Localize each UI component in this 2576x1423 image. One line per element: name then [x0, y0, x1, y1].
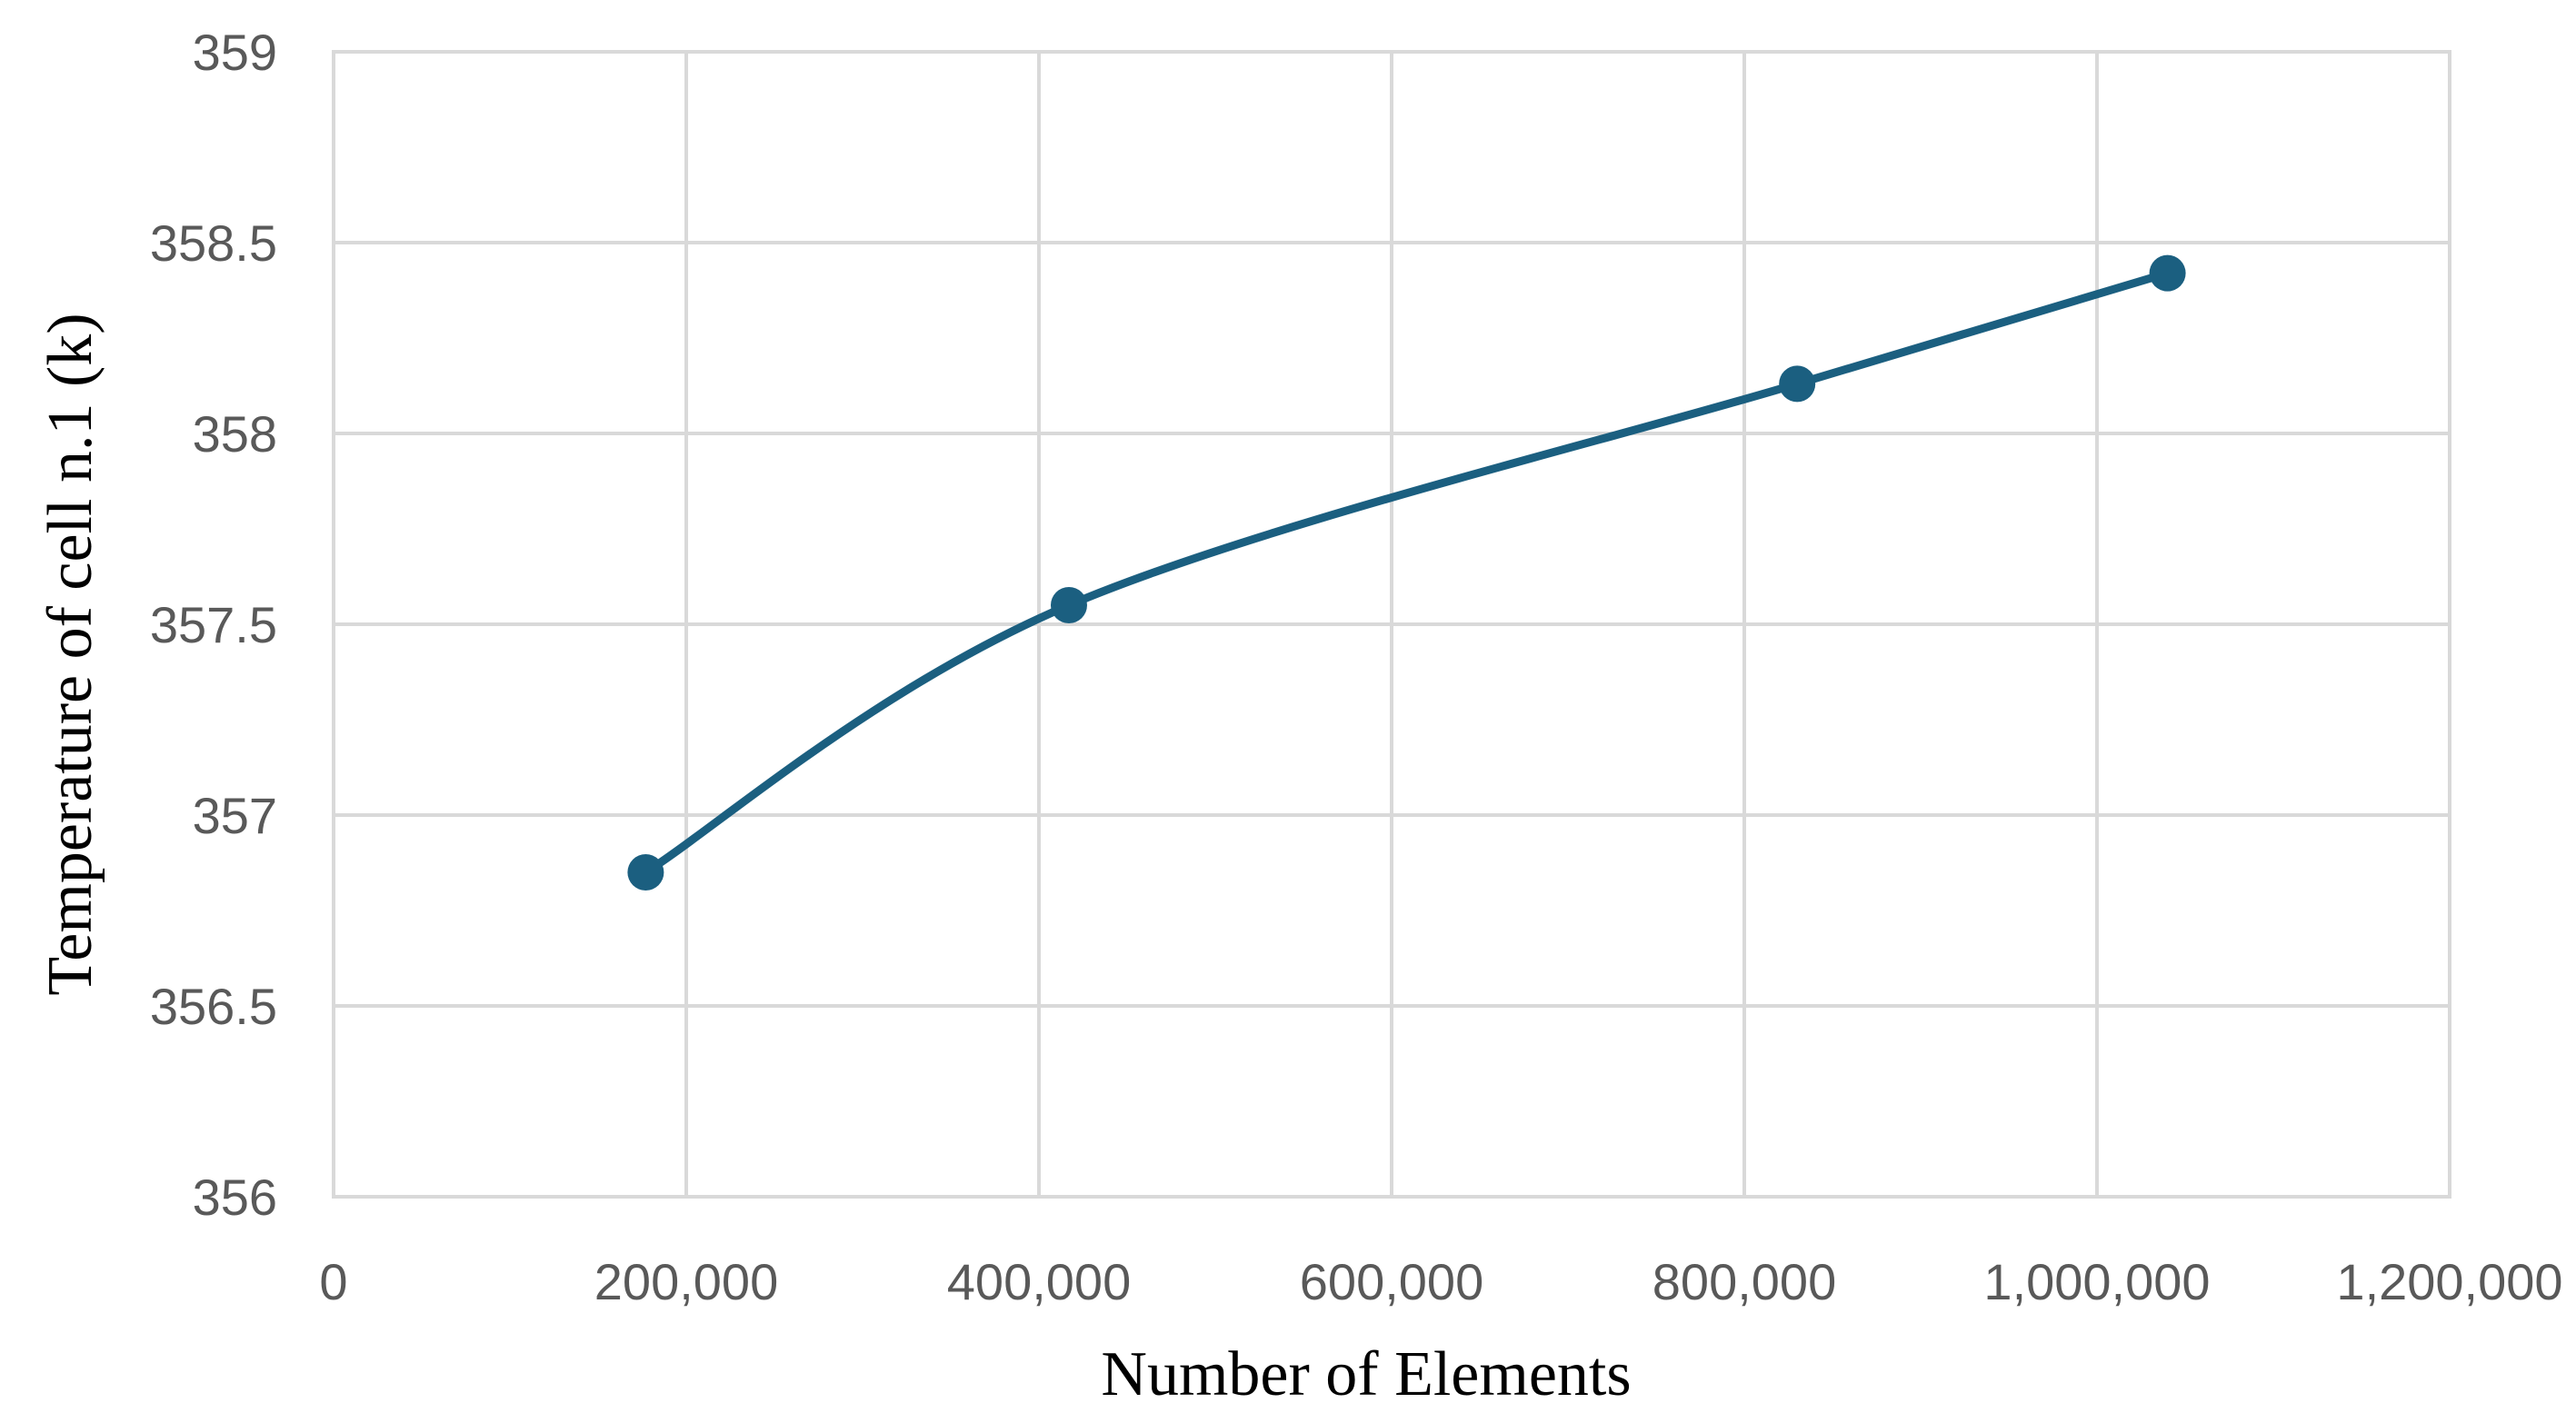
x-tick-label: 200,000 — [594, 1253, 778, 1310]
gridlines — [332, 50, 2451, 1199]
x-tick-label: 400,000 — [947, 1253, 1131, 1310]
y-tick-label: 358 — [193, 405, 277, 463]
series-line-0 — [641, 269, 2172, 877]
x-tick-label: 1,200,000 — [2336, 1253, 2562, 1310]
y-tick-label: 358.5 — [150, 214, 277, 272]
x-axis-tick-labels: 0 200,000 400,000 600,000 800,000 1,000,000 1,… — [319, 1253, 2562, 1310]
data-point-2 — [1779, 365, 1816, 403]
y-tick-label: 356 — [193, 1169, 277, 1226]
y-tick-label: 357 — [193, 787, 277, 844]
y-tick-label: 357.5 — [150, 596, 277, 653]
data-point-1 — [1050, 587, 1087, 623]
y-tick-label: 359 — [193, 24, 277, 81]
x-tick-label: 600,000 — [1300, 1253, 1483, 1310]
data-point-3 — [2149, 254, 2186, 292]
y-tick-label: 356.5 — [150, 978, 277, 1035]
x-axis-title: Number of Elements — [1101, 1339, 1631, 1409]
x-tick-label: 800,000 — [1652, 1253, 1836, 1310]
x-tick-label: 0 — [319, 1253, 347, 1310]
data-series — [627, 254, 2186, 891]
data-point-0 — [627, 854, 664, 891]
x-tick-label: 1,000,000 — [1983, 1253, 2210, 1310]
y-axis-tick-labels: 356 356.5 357 357.5 358 358.5 359 — [150, 24, 277, 1226]
plot-area-frame — [332, 50, 2451, 1199]
y-axis-title: Temperature of cell n.1 (k) — [35, 313, 105, 995]
